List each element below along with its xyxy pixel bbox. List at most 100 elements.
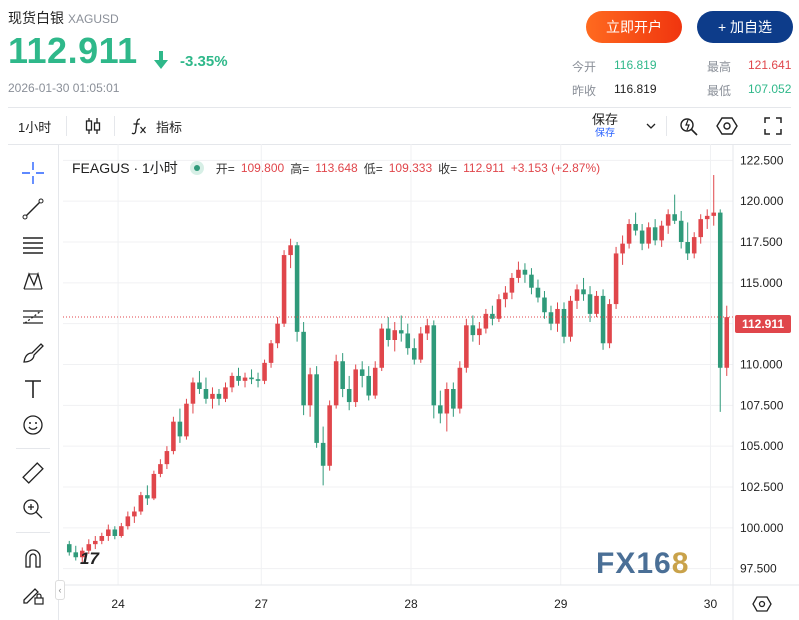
indicators-button[interactable]: 指标: [130, 108, 182, 144]
open-account-button[interactable]: 立即开户: [586, 11, 682, 43]
candle-body: [457, 367, 463, 409]
candle-body: [535, 287, 541, 298]
candle-body: [268, 343, 274, 363]
candle-body: [66, 544, 72, 553]
candle-body: [639, 230, 645, 244]
candle-body: [177, 421, 183, 437]
candle-body: [516, 269, 521, 278]
chart-settings-button[interactable]: [752, 596, 772, 617]
measure-tool[interactable]: [20, 460, 46, 486]
interval-selector[interactable]: 1小时: [18, 119, 52, 135]
candle-body: [724, 317, 730, 368]
ruler-icon: [22, 462, 44, 484]
save-button[interactable]: 保存 保存: [592, 108, 618, 144]
zoom-tool[interactable]: [20, 496, 46, 522]
candle-body: [184, 403, 189, 437]
fib-tool[interactable]: [20, 232, 46, 258]
chart-legend: FEAGUS · 1小时 开= 109.800 高= 113.648 低= 109.3…: [72, 158, 600, 178]
settings-button[interactable]: [716, 108, 738, 144]
chevron-down-icon: [646, 123, 656, 129]
collapse-toolbar-handle[interactable]: ‹: [55, 580, 65, 600]
pattern-icon: [23, 271, 43, 290]
current-price-tag: 112.911: [735, 315, 791, 333]
candle-body: [249, 377, 254, 380]
save-label: 保存: [592, 112, 619, 128]
candle-body: [542, 297, 547, 313]
candle-body: [685, 242, 690, 254]
settings-hex-icon: [716, 117, 738, 135]
x-tick-label: 30: [704, 597, 718, 611]
crosshair-icon: [22, 162, 44, 184]
candle-body: [73, 552, 79, 558]
quick-search-button[interactable]: [678, 108, 700, 144]
candle-body: [164, 451, 170, 465]
candle-body: [327, 405, 332, 466]
candle-body: [223, 387, 228, 399]
candle-body: [483, 313, 489, 329]
candle-body: [607, 304, 612, 344]
x-tick-label: 24: [111, 597, 125, 611]
candle-body: [678, 220, 684, 242]
legend-close-label: 收=: [438, 161, 458, 176]
forecast-tool[interactable]: [20, 304, 46, 330]
candle-body: [210, 393, 215, 399]
trend-line-tool[interactable]: [20, 196, 46, 222]
candle-body: [704, 215, 710, 220]
add-watchlist-button[interactable]: + 加自选: [697, 11, 793, 43]
candle-body: [79, 550, 85, 558]
legend-low-label: 低=: [363, 161, 383, 176]
instrument-code: XAGUSD: [68, 12, 119, 26]
candle-body: [509, 277, 515, 293]
candle-body: [620, 243, 625, 254]
legend-change: +3.153 (+2.87%): [510, 161, 601, 175]
candle-type-button[interactable]: [84, 108, 102, 144]
magnet-tool[interactable]: [20, 546, 46, 572]
candle-body: [594, 295, 599, 314]
y-tick-label: 97.500: [740, 562, 777, 576]
open-value: 116.819: [614, 58, 657, 72]
fullscreen-button[interactable]: [764, 108, 782, 144]
crosshair-tool[interactable]: [20, 160, 46, 186]
candle-body: [600, 295, 606, 344]
candle-body: [411, 348, 417, 360]
save-sub-label: 保存: [595, 127, 615, 139]
candle-body: [119, 526, 124, 536]
low-value: 107.052: [748, 82, 792, 96]
legend-open-label: 开=: [215, 161, 235, 176]
instrument-name: 现货白银: [8, 10, 64, 26]
emoji-tool[interactable]: [20, 412, 46, 438]
y-tick-label: 120.000: [740, 194, 784, 208]
brush-tool[interactable]: [20, 340, 46, 366]
x-tick-label: 28: [404, 597, 418, 611]
candle-body: [652, 227, 658, 241]
candle-body: [145, 495, 150, 499]
candle-body: [359, 369, 365, 376]
candle-body: [125, 516, 131, 527]
y-tick-label: 110.000: [740, 358, 783, 372]
candle-body: [314, 374, 319, 443]
candle-body: [93, 540, 98, 545]
quote-timestamp: 2026-01-30 01:05:01: [8, 81, 120, 95]
save-dropdown[interactable]: [646, 108, 656, 144]
horizontal-lines-icon: [23, 237, 43, 254]
candle-body: [366, 375, 371, 396]
candle-body: [646, 227, 651, 244]
candle-body: [691, 237, 697, 254]
candlestick-chart[interactable]: 122.500120.000117.500115.000112.500110.0…: [63, 144, 799, 620]
quick-search-icon: [680, 118, 698, 136]
pattern-tool[interactable]: [20, 268, 46, 294]
candle-body: [698, 219, 703, 238]
candle-body: [503, 292, 508, 300]
y-tick-label: 122.500: [740, 153, 784, 167]
lock-drawing-tool[interactable]: [20, 582, 46, 608]
candle-body: [353, 369, 358, 403]
text-tool[interactable]: [20, 376, 46, 402]
candle-body: [717, 212, 723, 368]
legend-high: 113.648: [315, 161, 358, 175]
x-tick-label: 27: [255, 597, 269, 611]
candle-body: [555, 308, 560, 324]
candle-body: [522, 269, 528, 275]
candle-body: [418, 333, 424, 360]
tradingview-logo: 17: [80, 549, 99, 568]
candle-body: [229, 375, 235, 388]
